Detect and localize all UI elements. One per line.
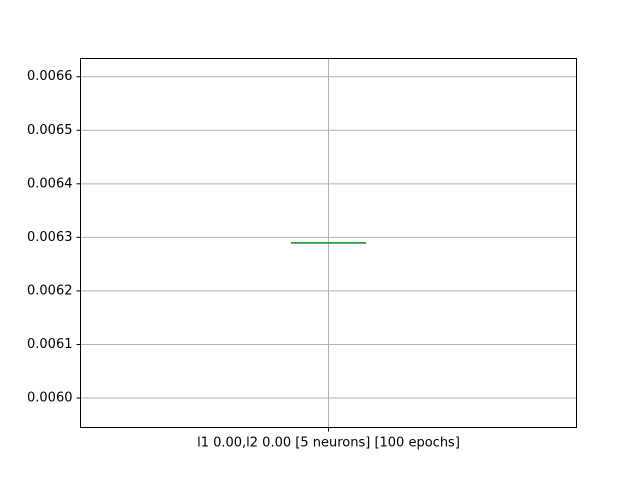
y-tick-label: 0.0063 (27, 230, 73, 245)
x-tick-label: l1 0.00,l2 0.00 [5 neurons] [100 epochs] (197, 436, 460, 451)
x-axis: l1 0.00,l2 0.00 [5 neurons] [100 epochs] (197, 427, 460, 451)
y-tick-label: 0.0066 (27, 69, 73, 84)
y-tick-label: 0.0064 (27, 176, 73, 191)
y-axis: 0.0060 0.0061 0.0062 0.0063 0.0064 0.0065 0.00… (27, 69, 81, 406)
y-tick-label: 0.0061 (27, 337, 73, 352)
y-tick-label: 0.0065 (27, 123, 73, 138)
y-tick-label: 0.0060 (27, 391, 73, 406)
grid-lines (80, 58, 577, 428)
y-tick-label: 0.0062 (27, 283, 73, 298)
box-plot-marks (290, 241, 367, 244)
